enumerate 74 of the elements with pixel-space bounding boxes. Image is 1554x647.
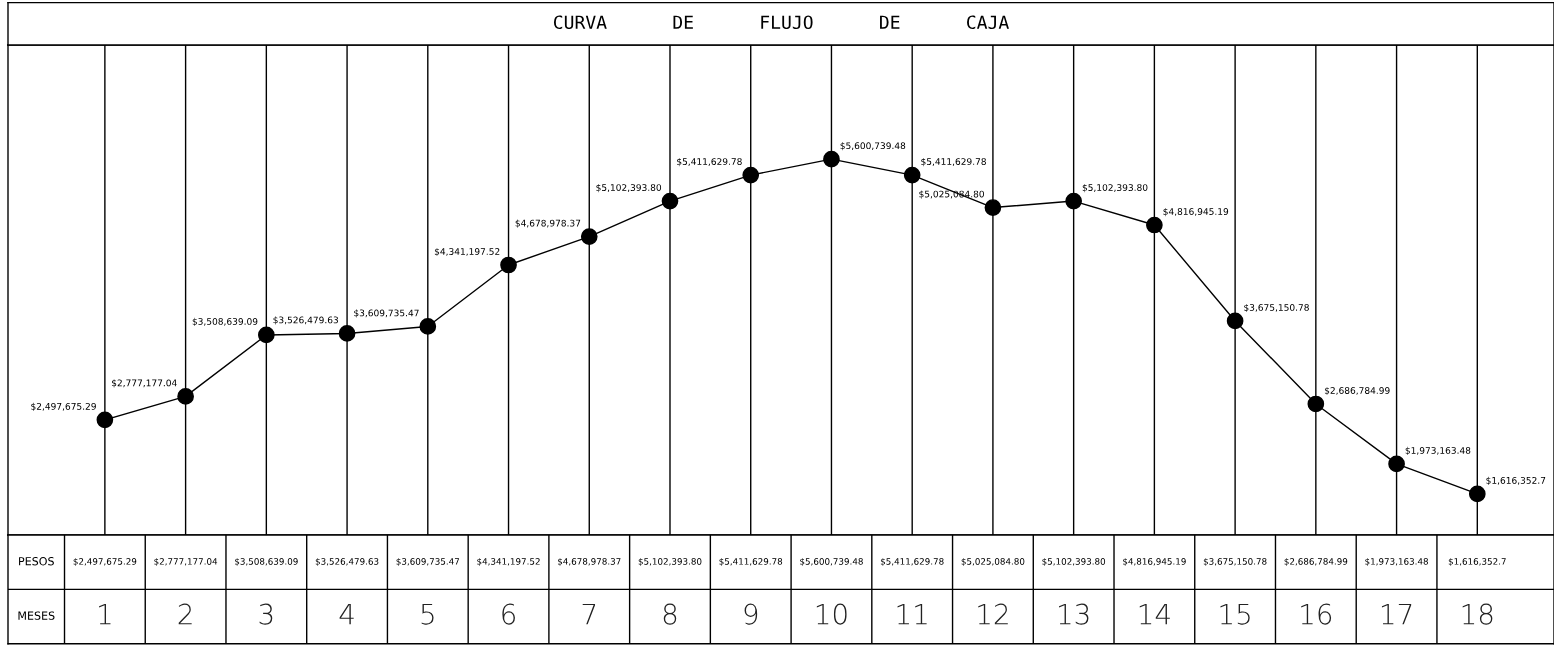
point — [661, 192, 679, 210]
data-label: $2,777,177.04 — [154, 557, 218, 566]
x-tick-label: 1 — [99, 603, 111, 625]
text: $5,411,629.78 — [921, 158, 986, 167]
point — [419, 318, 437, 335]
data-label: $3,609,735.47 — [396, 557, 460, 566]
point — [580, 228, 598, 245]
x-tick-label: 8 — [663, 603, 677, 625]
data-label: $5,102,393.80 — [1042, 557, 1106, 566]
point — [903, 166, 921, 184]
x-tick-label: 14 — [1139, 603, 1170, 625]
text: $5,102,393.80 — [1082, 183, 1148, 193]
point — [742, 166, 760, 184]
x-tick-label: 7 — [582, 603, 596, 625]
text: $5,102,393.80 — [596, 183, 662, 193]
point — [500, 256, 517, 274]
x-tick-label: 15 — [1220, 603, 1250, 625]
data-label: $5,025,084.80 — [961, 557, 1025, 566]
text: $5,600,739.48 — [840, 142, 906, 151]
data-label: $2,686,784.99 — [1284, 557, 1348, 566]
data-label: $5,600,739.48 — [800, 557, 863, 566]
point — [1226, 312, 1244, 330]
point — [1388, 455, 1405, 473]
text: $3,508,639.09 — [192, 317, 258, 327]
data-label: $2,497,675.29 — [73, 557, 137, 566]
data-label: $3,675,150.78 — [1203, 557, 1267, 566]
text: $4,341,197.52 — [434, 247, 500, 257]
x-tick-label: 10 — [816, 603, 847, 625]
data-label: $4,341,197.52 — [477, 557, 540, 566]
data-label: $4,816,945.19 — [1123, 557, 1186, 566]
data-label: $4,678,978.37 — [557, 557, 621, 566]
point — [338, 325, 356, 342]
text: $3,609,735.47 — [354, 309, 419, 318]
x-tick-label: 6 — [502, 603, 515, 625]
data-label: $3,526,479.63 — [315, 557, 379, 566]
data-label: $5,102,393.80 — [638, 557, 702, 566]
text: $3,675,150.78 — [1244, 303, 1309, 313]
data-label: $1,973,163.48 — [1365, 557, 1428, 566]
x-tick-label: 5 — [421, 603, 434, 625]
text: $2,686,784.99 — [1324, 386, 1390, 396]
x-tick-label: 18 — [1462, 603, 1493, 625]
x-tick-label: 16 — [1301, 603, 1332, 625]
x-tick-label: 2 — [178, 603, 192, 625]
point — [1468, 485, 1486, 503]
text: $2,497,675.29 — [31, 402, 96, 411]
point — [1307, 395, 1325, 413]
text: $5,411,629.78 — [677, 158, 742, 167]
text: $3,526,479.63 — [273, 316, 339, 325]
point — [96, 411, 114, 429]
text: $1,973,163.48 — [1405, 446, 1471, 456]
point — [984, 199, 1002, 216]
x-tick-label: 11 — [897, 603, 927, 625]
y-axis-title: PESOS — [19, 557, 54, 566]
text: $1,616,352.7 — [1486, 476, 1546, 486]
point — [823, 150, 840, 168]
text: $4,678,978.37 — [515, 219, 581, 228]
data-label: $3,508,639.09 — [235, 557, 298, 566]
point — [1146, 216, 1163, 234]
x-tick-label: 9 — [744, 603, 758, 625]
point — [1065, 192, 1082, 210]
x-tick-label: 13 — [1059, 603, 1089, 625]
x-tick-label: 17 — [1381, 603, 1412, 625]
chart-title: CURVA DE FLUJO DE CAJA — [553, 15, 1009, 30]
x-tick-label: 12 — [978, 603, 1008, 625]
x-axis-title: MESES — [18, 611, 55, 620]
data-label: $5,411,629.78 — [880, 557, 944, 566]
text: $4,816,945.19 — [1163, 207, 1229, 217]
point — [177, 388, 194, 405]
x-tick-label: 3 — [259, 603, 273, 625]
x-tick-label: 4 — [339, 603, 354, 625]
data-label: $5,411,629.78 — [719, 557, 783, 566]
text: $2,777,177.04 — [111, 379, 177, 388]
data-label: $1,616,352.7 — [1448, 557, 1506, 566]
point — [258, 326, 275, 344]
